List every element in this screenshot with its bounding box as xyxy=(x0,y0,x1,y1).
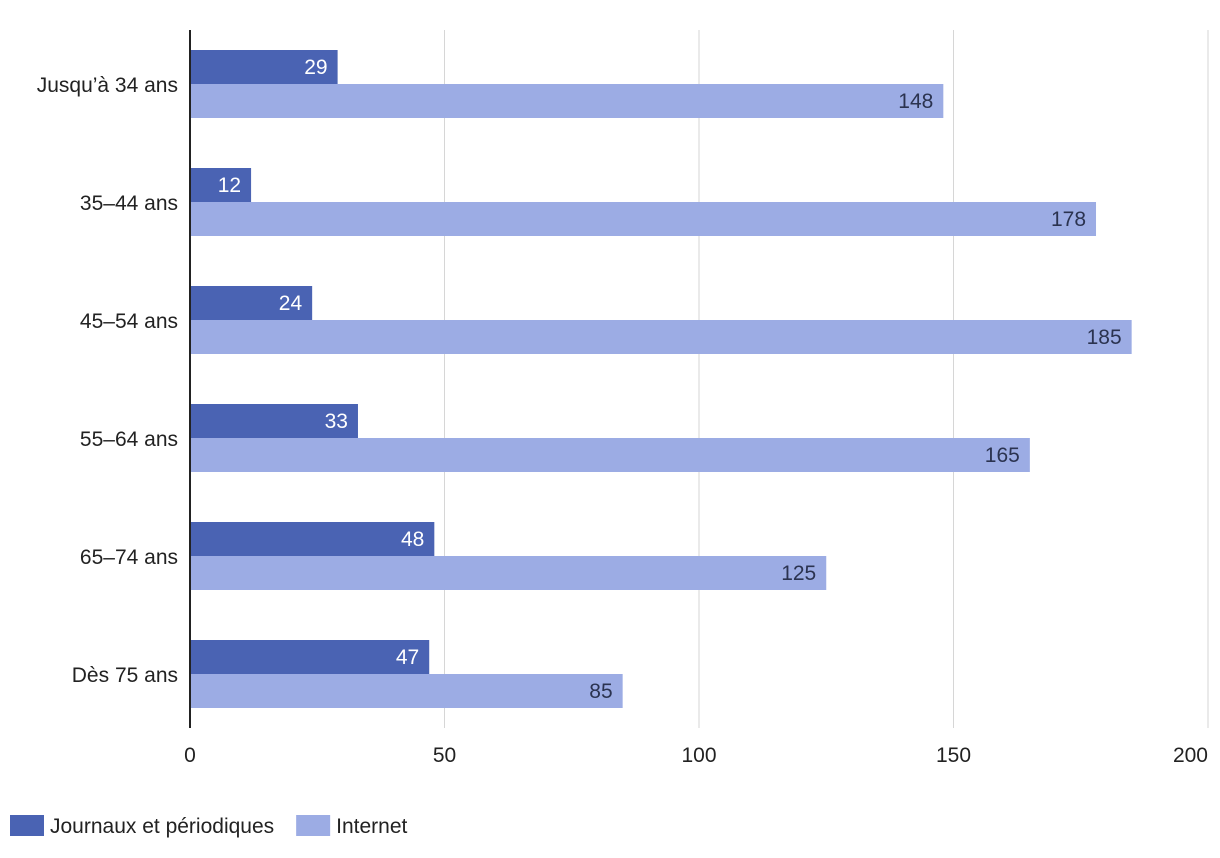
category-labels: Jusqu’à 34 ans 35–44 ans 45–54 ans 55–64 an… xyxy=(37,74,178,687)
x-tick-labels: 0 50 100 150 200 xyxy=(184,744,1208,767)
category-label: 45–54 ans xyxy=(80,310,178,333)
category-label: Jusqu’à 34 ans xyxy=(37,74,178,97)
data-label: 178 xyxy=(1051,208,1086,231)
category-label: 65–74 ans xyxy=(80,546,178,569)
data-label: 185 xyxy=(1087,326,1122,349)
bars: 29 148 12 178 24 185 33 165 48 125 47 85 xyxy=(190,50,1132,708)
data-label: 12 xyxy=(218,174,241,197)
bar xyxy=(190,202,1097,236)
x-tick-label: 100 xyxy=(681,744,716,767)
data-label: 148 xyxy=(898,90,933,113)
category-label: Dès 75 ans xyxy=(72,664,178,687)
data-label: 47 xyxy=(396,646,419,669)
bar xyxy=(190,640,430,674)
data-label: 125 xyxy=(781,562,816,585)
data-label: 33 xyxy=(325,410,348,433)
bar xyxy=(190,168,252,202)
bar xyxy=(190,556,827,590)
x-tick-label: 0 xyxy=(184,744,196,767)
bar xyxy=(190,522,435,556)
legend-label: Internet xyxy=(336,815,407,838)
data-label: 165 xyxy=(985,444,1020,467)
bar xyxy=(190,438,1030,472)
x-tick-label: 200 xyxy=(1173,744,1208,767)
data-label: 29 xyxy=(304,56,327,79)
data-label: 48 xyxy=(401,528,424,551)
bar xyxy=(190,674,623,708)
grid-lines xyxy=(444,30,1209,728)
legend-label: Journaux et périodiques xyxy=(50,815,274,838)
legend-swatch xyxy=(296,815,331,836)
x-tick-label: 50 xyxy=(433,744,456,767)
x-tick-label: 150 xyxy=(936,744,971,767)
data-label: 24 xyxy=(279,292,303,315)
category-label: 55–64 ans xyxy=(80,428,178,451)
category-label: 35–44 ans xyxy=(80,192,178,215)
bar xyxy=(190,84,944,118)
legend: Journaux et périodiques Internet xyxy=(10,815,408,838)
bar xyxy=(190,50,338,84)
bar xyxy=(190,286,313,320)
bar xyxy=(190,320,1132,354)
data-label: 85 xyxy=(589,680,612,703)
legend-swatch xyxy=(10,815,44,836)
bar xyxy=(190,404,358,438)
